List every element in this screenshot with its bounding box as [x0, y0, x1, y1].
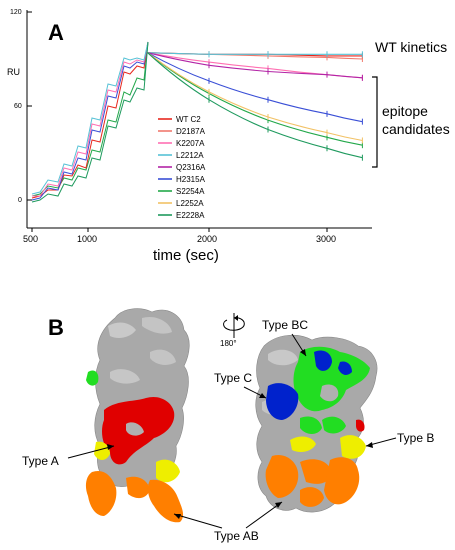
right-surface-highlight-1: [268, 349, 298, 366]
legend-label-0: WT C2: [176, 115, 201, 124]
molecule-left: [85, 308, 190, 523]
type-bc-gap: [320, 384, 339, 402]
y-unit-label: RU: [7, 67, 20, 77]
association-phase: [31, 41, 149, 203]
legend: WT C2 D2187A K2207A L2212A Q2316A H2315A…: [158, 115, 206, 220]
series-line-2: [147, 52, 363, 79]
type-c-arrowhead-icon: [259, 393, 266, 398]
legend-entry-3: L2212A: [158, 151, 204, 160]
legend-label-3: L2212A: [176, 151, 204, 160]
series-line-5: [147, 52, 363, 123]
left-orange-patch: [126, 476, 150, 499]
panel-a-label: A: [48, 20, 64, 45]
type-a-label: Type A: [22, 454, 59, 468]
left-surface-highlight-2: [142, 316, 172, 334]
association-trace-6: [31, 41, 149, 203]
rotation-label: 180°: [220, 339, 237, 348]
type-bc-arrowhead-icon: [300, 349, 306, 356]
association-trace-4: [32, 41, 149, 197]
type-a-arrow: [67, 445, 115, 459]
legend-entry-2: K2207A: [158, 139, 205, 148]
right-yellow-patch-1: [290, 436, 316, 452]
dissociation-curves: [147, 51, 363, 161]
right-green-patch-3: [322, 416, 346, 434]
x-tick-label-1000: 1000: [77, 234, 97, 244]
legend-label-8: E2228A: [176, 211, 205, 220]
legend-label-7: L2252A: [176, 199, 204, 208]
type-b-label: Type B: [397, 431, 434, 445]
association-trace-2: [31, 41, 149, 199]
legend-entry-4: Q2316A: [158, 163, 206, 172]
legend-label-2: K2207A: [176, 139, 205, 148]
series-line-3: [147, 52, 363, 55]
left-surface: [94, 308, 190, 487]
epitope-label-line2: candidates: [382, 121, 450, 137]
rotation-arrowhead-icon: [234, 315, 238, 321]
x-tick-label-500: 500: [23, 234, 38, 244]
left-yellow-patch-1: [94, 441, 110, 460]
type-ab-label: Type AB: [214, 529, 259, 543]
legend-label-6: S2254A: [176, 187, 205, 196]
right-orange-patch-2: [300, 487, 324, 507]
type-ab-arrowhead-left-icon: [174, 514, 181, 519]
rotation-arrow-icon: [223, 317, 245, 331]
wt-kinetics-label: WT kinetics: [375, 39, 447, 55]
legend-entry-5: H2315A: [158, 175, 206, 184]
association-trace-1: [31, 41, 149, 197]
type-c-region: [266, 383, 299, 420]
type-b-region: [340, 435, 366, 459]
panel-a: A 120 60 0 RU 500 1000 2000 3000 time (s…: [7, 9, 450, 264]
x-axis-title: time (sec): [153, 247, 219, 264]
epitope-bracket: [372, 76, 378, 168]
type-bc-green-region: [293, 346, 370, 412]
left-surface-highlight-3: [110, 369, 140, 384]
y-tick-label-0: 0: [18, 197, 22, 204]
molecule-right: [255, 334, 378, 513]
x-tick-label-2000: 2000: [197, 234, 217, 244]
legend-label-5: H2315A: [176, 175, 206, 184]
type-b-arrowhead-icon: [366, 442, 373, 448]
y-tick-label-60: 60: [14, 103, 22, 110]
type-ab-arrowhead-right-icon: [275, 502, 282, 508]
left-green-patch: [86, 370, 99, 386]
type-ab-arrow-right: [245, 501, 283, 529]
left-yellow-patch-2: [156, 459, 180, 483]
left-orange-leg-2: [147, 479, 184, 523]
legend-entry-6: S2254A: [158, 187, 205, 196]
type-a-gap: [126, 422, 144, 436]
panel-b-label: B: [48, 315, 64, 340]
legend-label-1: D2187A: [176, 127, 206, 136]
legend-entry-8: E2228A: [158, 211, 205, 220]
right-orange-patch: [300, 459, 332, 484]
right-red-patch: [356, 419, 365, 432]
legend-entry-1: D2187A: [158, 127, 206, 136]
type-bc-label: Type BC: [262, 318, 308, 332]
rotation-indicator: 180°: [220, 313, 245, 348]
type-bc-blue-1: [314, 350, 332, 371]
legend-label-4: Q2316A: [176, 163, 206, 172]
left-orange-leg-1: [85, 470, 117, 516]
x-tick-label-3000: 3000: [316, 234, 336, 244]
association-trace-3: [31, 41, 149, 201]
series-line-4: [147, 52, 363, 79]
type-a-arrowhead-icon: [107, 444, 114, 450]
right-orange-leg-1: [265, 454, 299, 498]
left-surface-highlight-1: [108, 322, 136, 338]
right-orange-leg-2: [324, 457, 360, 505]
type-c-label: Type C: [214, 371, 252, 385]
epitope-label-line1: epitope: [382, 103, 428, 119]
panel-b: B: [22, 308, 434, 543]
y-tick-label-120: 120: [10, 9, 22, 16]
type-bc-blue-2: [338, 361, 352, 375]
legend-entry-7: L2252A: [158, 199, 204, 208]
association-trace-5: [31, 41, 149, 195]
type-ab-arrow-left: [173, 513, 223, 529]
left-surface-highlight-4: [150, 349, 176, 365]
legend-entry-0: WT C2: [158, 115, 201, 124]
right-green-patch-2: [300, 416, 322, 434]
